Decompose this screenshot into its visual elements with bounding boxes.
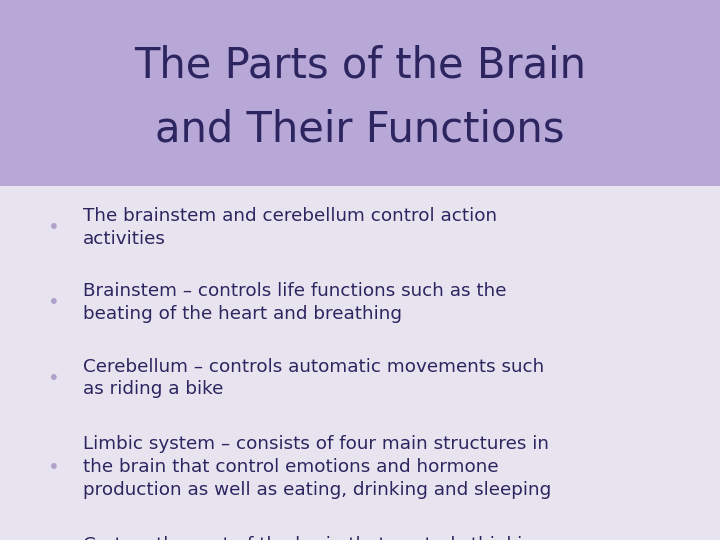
Text: Cortex- the part of the brain that controls thinking,
decisions making and judgm: Cortex- the part of the brain that contr… (83, 536, 551, 540)
Text: Brainstem – controls life functions such as the
beating of the heart and breathi: Brainstem – controls life functions such… (83, 282, 506, 323)
Text: Cerebellum – controls automatic movements such
as riding a bike: Cerebellum – controls automatic movement… (83, 357, 544, 399)
FancyBboxPatch shape (0, 0, 720, 186)
Text: Limbic system – consists of four main structures in
the brain that control emoti: Limbic system – consists of four main st… (83, 435, 551, 499)
Text: •: • (48, 368, 60, 388)
Text: The brainstem and cerebellum control action
activities: The brainstem and cerebellum control act… (83, 207, 497, 248)
Text: The Parts of the Brain: The Parts of the Brain (134, 44, 586, 86)
Text: •: • (48, 218, 60, 238)
FancyBboxPatch shape (0, 186, 720, 540)
Text: •: • (48, 293, 60, 313)
Text: •: • (48, 457, 60, 477)
Text: and Their Functions: and Their Functions (156, 109, 564, 151)
